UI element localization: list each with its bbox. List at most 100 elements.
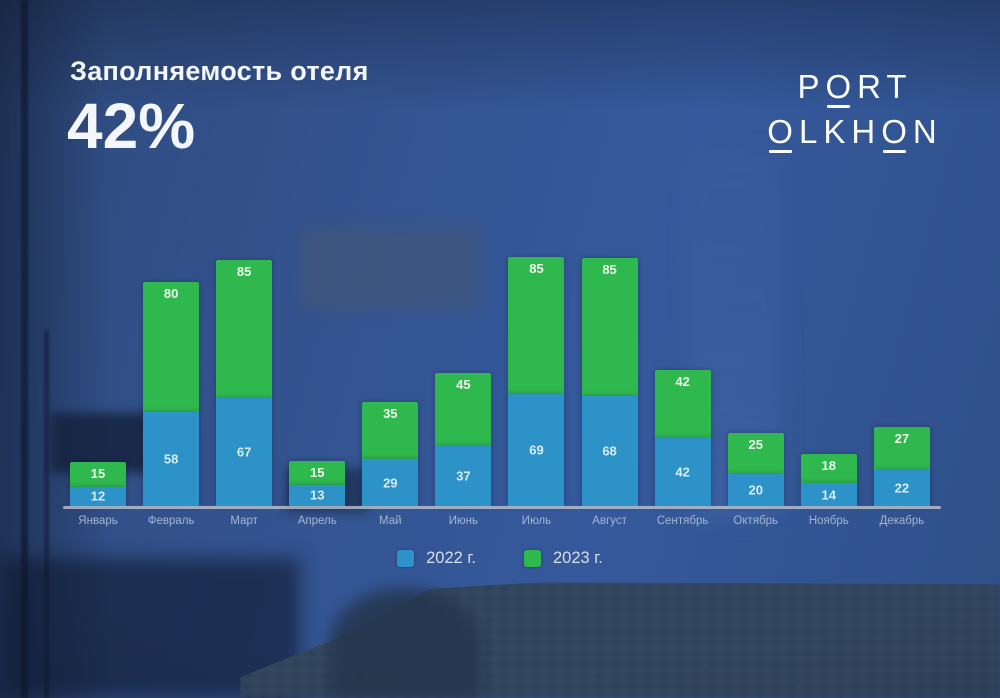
logo-letter: L <box>798 113 824 150</box>
page-title: Заполняемость отеля <box>70 56 369 86</box>
bar-value-label: 20 <box>748 482 763 498</box>
bar-segment-2022: 42 <box>654 438 711 506</box>
month-label: Июль <box>521 515 552 527</box>
bar-segment-2022: 68 <box>581 395 638 506</box>
bar-value-label: 45 <box>456 377 471 393</box>
bar-segment-2023: 25 <box>727 433 784 474</box>
logo-letter: R <box>857 68 887 105</box>
logo-line-olkhon: OLKHON <box>752 113 958 153</box>
bar-value-label: 29 <box>383 475 398 490</box>
legend-item: 2023 г. <box>524 549 603 568</box>
bar-segment-2022: 20 <box>727 473 784 506</box>
background-wall-edge <box>21 0 28 698</box>
bar-value-label: 22 <box>894 480 910 496</box>
legend-label: 2023 г. <box>553 549 603 567</box>
bar-segment-2022: 29 <box>362 459 419 506</box>
bar-column-1: 15 12 Январь <box>70 462 126 527</box>
bar-column-4: 15 13 Апрель <box>289 460 346 527</box>
month-label: Сентябрь <box>656 515 709 527</box>
bar-segment-2022: 58 <box>143 412 200 506</box>
month-label: Июнь <box>448 515 479 527</box>
bar-value-label: 25 <box>748 437 763 453</box>
occupancy-value: 42% <box>67 90 196 162</box>
month-label: Ноябрь <box>808 515 849 527</box>
bar-column-10: 25 20 Октябрь <box>727 433 784 527</box>
month-label: Декабрь <box>879 515 925 527</box>
bar-segment-2023: 15 <box>70 462 126 487</box>
bar-value-label: 15 <box>310 464 325 480</box>
bar-value-label: 85 <box>529 260 544 276</box>
logo-letter: P <box>797 68 826 105</box>
bar-segment-2023: 85 <box>581 258 638 396</box>
bar-segment-2023: 85 <box>508 256 565 395</box>
chart-legend: 2022 г. 2023 г. <box>0 549 1000 568</box>
bar-value-label: 80 <box>163 286 179 302</box>
bar-column-12: 27 22 Декабрь <box>873 426 930 527</box>
bar-value-label: 13 <box>310 487 325 503</box>
month-label: Октябрь <box>733 515 778 527</box>
logo-letter: K <box>823 113 852 150</box>
logo-letter-o-underlined: O <box>767 113 799 153</box>
bar-segment-2022: 22 <box>873 470 930 506</box>
logo-letter-o-underlined: O <box>881 113 913 153</box>
background-wall-edge-2 <box>44 330 49 698</box>
bar-column-2: 80 58 Февраль <box>143 282 200 527</box>
bar-value-label: 35 <box>383 406 398 422</box>
bar-value-label: 85 <box>236 263 252 279</box>
logo-line-port: PORT <box>752 68 958 108</box>
bar-value-label: 18 <box>821 458 837 474</box>
bar-segment-2023: 18 <box>800 454 857 484</box>
bar-segment-2022: 13 <box>289 484 346 506</box>
logo-letter: H <box>851 113 882 150</box>
bar-value-label: 85 <box>602 262 617 278</box>
logo-letter: N <box>912 113 943 150</box>
bar-column-8: 85 68 Август <box>581 258 638 527</box>
legend-swatch-icon <box>397 550 415 567</box>
bar-value-label: 14 <box>821 487 837 503</box>
bar-value-label: 68 <box>602 443 617 459</box>
bar-segment-2022: 37 <box>435 446 492 506</box>
bar-segment-2022: 12 <box>70 486 126 506</box>
bar-segment-2023: 80 <box>143 282 200 412</box>
bar-segment-2023: 15 <box>289 460 346 485</box>
bar-value-label: 27 <box>894 430 910 446</box>
bar-segment-2023: 45 <box>435 373 492 447</box>
bar-value-label: 42 <box>675 374 690 389</box>
bar-column-3: 85 67 Март <box>216 259 273 527</box>
bar-value-label: 67 <box>236 444 252 460</box>
legend-swatch-icon <box>524 550 541 567</box>
bar-segment-2023: 27 <box>873 426 930 471</box>
port-olkhon-logo: PORT OLKHON <box>752 68 958 153</box>
bar-column-6: 45 37 Июнь <box>435 373 492 527</box>
bar-segment-2022: 14 <box>800 483 857 506</box>
legend-item: 2022 г. <box>397 549 476 568</box>
bar-segment-2023: 42 <box>654 370 711 438</box>
logo-letter: T <box>886 68 913 105</box>
month-label: Февраль <box>147 515 195 527</box>
bar-value-label: 12 <box>90 488 106 504</box>
month-label: Август <box>592 515 627 527</box>
x-axis-line <box>63 506 941 509</box>
bar-segment-2023: 85 <box>216 259 273 398</box>
bars-row: 15 12 Январь 80 58 Февраль 85 67 Март 15 13 Апрель 3… <box>70 256 930 527</box>
bar-value-label: 69 <box>529 442 544 458</box>
bar-value-label: 42 <box>675 464 690 480</box>
bar-column-7: 85 69 Июль <box>508 256 565 527</box>
occupancy-bar-chart: 15 12 Январь 80 58 Февраль 85 67 Март 15 13 Апрель 3… <box>63 0 941 698</box>
bar-column-11: 18 14 Ноябрь <box>800 454 857 527</box>
bar-column-5: 35 29 Май <box>362 402 419 527</box>
logo-letter-o-underlined: O <box>825 68 858 108</box>
bar-column-9: 42 42 Сентябрь <box>654 370 711 527</box>
month-label: Март <box>230 515 258 527</box>
legend-label: 2022 г. <box>426 549 476 567</box>
month-label: Апрель <box>297 515 337 527</box>
bar-segment-2022: 67 <box>216 397 273 506</box>
bar-value-label: 15 <box>90 466 106 482</box>
bar-value-label: 58 <box>163 451 179 467</box>
bar-value-label: 37 <box>456 468 471 484</box>
bar-segment-2022: 69 <box>508 394 565 506</box>
month-label: Май <box>379 515 402 527</box>
month-label: Январь <box>78 515 118 527</box>
bar-segment-2023: 35 <box>362 402 419 459</box>
